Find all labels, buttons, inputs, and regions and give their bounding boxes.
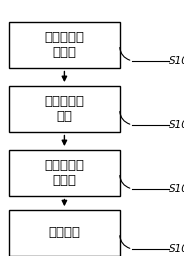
- Text: S104: S104: [169, 244, 184, 254]
- Bar: [9, 150, 120, 196]
- Text: 点检网络分
割治具: 点检网络分 割治具: [44, 31, 84, 59]
- Text: S103: S103: [169, 184, 184, 194]
- Bar: [9, 22, 120, 68]
- Bar: [9, 86, 120, 132]
- Bar: [9, 210, 120, 256]
- Text: S102: S102: [169, 120, 184, 130]
- Text: S101: S101: [169, 56, 184, 66]
- Text: 调取网络资
料测试: 调取网络资 料测试: [44, 159, 84, 187]
- Text: 检修复制: 检修复制: [48, 227, 80, 239]
- Text: 架网络分割
治具: 架网络分割 治具: [44, 95, 84, 123]
